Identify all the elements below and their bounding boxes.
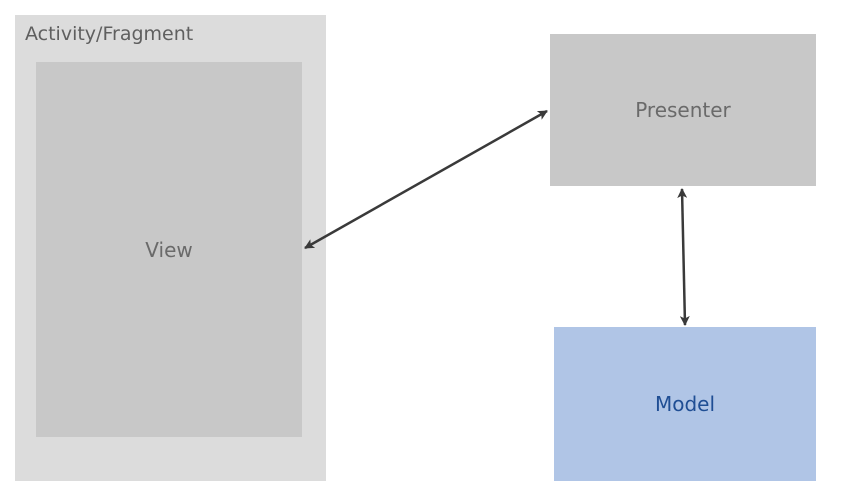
container-title: Activity/Fragment [25, 23, 194, 45]
presenter-box: Presenter [550, 34, 816, 186]
view-box: View [36, 62, 302, 437]
view-presenter-arrow [304, 109, 548, 250]
model-label: Model [654, 392, 716, 416]
presenter-model-arrow [677, 188, 690, 326]
view-label: View [145, 237, 193, 262]
presenter-label: Presenter [635, 98, 731, 122]
model-box: Model [554, 327, 816, 481]
